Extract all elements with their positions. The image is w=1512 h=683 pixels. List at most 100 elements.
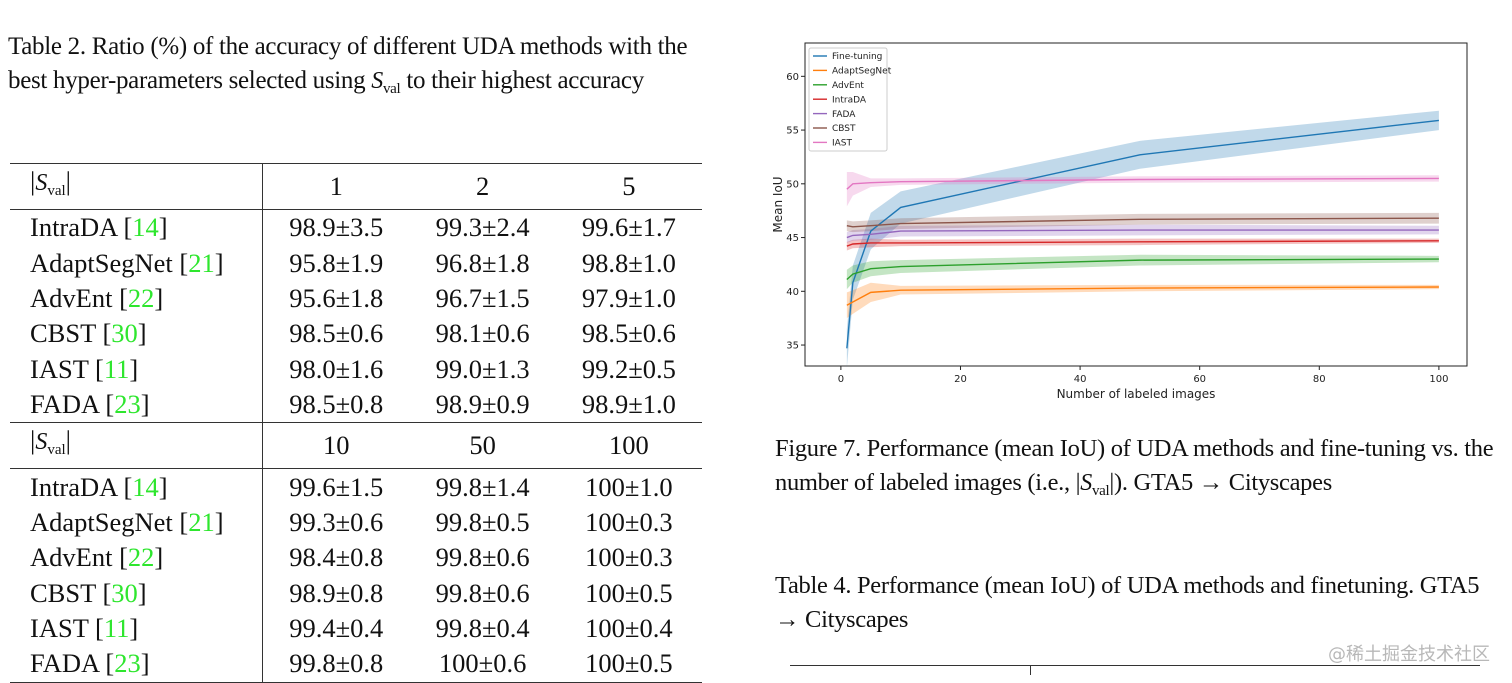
ratio-cell: 99.8±0.5: [435, 506, 530, 537]
ratio-cell: 99.8±0.4: [435, 613, 530, 644]
ratio-cell: 98.9±3.5: [289, 212, 384, 243]
legend-label: AdaptSegNet: [832, 67, 892, 77]
y-tick-label: 35: [786, 341, 799, 352]
table-row: AdvEnt [22] 98.4±0.8 99.8±0.6 100±0.3: [10, 540, 702, 576]
x-tick-label: 80: [1313, 374, 1326, 385]
ratio-cell: 99.0±1.3: [435, 353, 530, 384]
ratio-cell: 98.8±1.0: [581, 247, 676, 278]
y-tick-label: 50: [786, 179, 799, 190]
citation-link[interactable]: 30: [111, 577, 138, 608]
y-tick-label: 55: [786, 126, 799, 137]
citation-link[interactable]: 21: [188, 506, 215, 537]
ratio-cell: 95.6±1.8: [289, 282, 384, 313]
method-name: CBST [30]: [10, 575, 263, 611]
column-header: 50: [409, 422, 556, 470]
column-header: 100: [555, 422, 702, 470]
method-name: AdaptSegNet [21]: [10, 504, 263, 541]
citation-link[interactable]: 21: [188, 247, 215, 278]
ratio-cell: 98.0±1.6: [289, 353, 384, 384]
table2-caption: Table 2. Ratio (%) of the accuracy of di…: [8, 33, 688, 97]
legend-label: FADA: [832, 110, 856, 120]
citation-link[interactable]: 14: [132, 212, 159, 243]
table-row: IntraDA [14] 98.9±3.5 99.3±2.4 99.6±1.7: [10, 209, 702, 246]
x-tick-label: 100: [1429, 374, 1448, 385]
legend-label: CBST: [832, 124, 856, 134]
ratio-cell: 98.5±0.8: [289, 389, 384, 420]
citation-link[interactable]: 22: [127, 542, 155, 573]
method-name: IAST [11]: [10, 351, 263, 387]
confidence-band-fine-tuning: [846, 110, 1439, 368]
citation-link[interactable]: 22: [127, 282, 155, 313]
ratio-cell: 99.2±0.5: [581, 353, 676, 384]
method-name: AdaptSegNet [21]: [10, 245, 263, 281]
x-tick-label: 0: [838, 374, 844, 385]
watermark: @稀土掘金技术社区: [1328, 644, 1490, 665]
ratio-cell: 99.8±0.6: [435, 577, 530, 608]
method-name: AdvEnt [22]: [10, 280, 263, 317]
s-val-symbol: Sval: [371, 67, 401, 97]
series-line-adaptsegnet: [846, 286, 1439, 306]
series-line-advent: [846, 258, 1439, 280]
method-name: IAST [11]: [10, 610, 263, 647]
x-tick-label: 60: [1193, 374, 1206, 385]
citation-link[interactable]: 11: [103, 353, 130, 384]
series-line-iast: [846, 177, 1439, 190]
legend-label: IntraDA: [832, 95, 867, 105]
ratio-cell: 99.4±0.4: [289, 613, 384, 644]
series-line-fine-tuning: [846, 119, 1439, 349]
legend-label: IAST: [832, 139, 853, 149]
ratio-cell: 98.9±0.8: [289, 577, 384, 608]
table4-top-rule: [790, 665, 1480, 666]
table-row: CBST [30] 98.5±0.6 98.1±0.6 98.5±0.6: [10, 316, 702, 352]
confidence-band-fada: [846, 224, 1439, 243]
y-tick-label: 45: [786, 233, 799, 244]
column-header: 2: [409, 163, 556, 210]
column-header: 5: [555, 163, 702, 210]
citation-link[interactable]: 14: [132, 471, 159, 502]
ratio-cell: 100±0.3: [585, 506, 673, 537]
y-tick-label: 60: [786, 72, 799, 83]
ratio-cell: 99.6±1.5: [289, 471, 384, 502]
series-line-intrada: [846, 240, 1439, 247]
s-val-header: |Sval|: [10, 422, 263, 470]
figure7-caption: Figure 7. Performance (mean IoU) of UDA …: [775, 435, 1494, 499]
ratio-cell: 98.5±0.6: [289, 318, 384, 349]
y-axis-label: Mean IoU: [771, 176, 785, 232]
table-row: IntraDA [14] 99.6±1.5 99.8±1.4 100±1.0: [10, 468, 702, 505]
method-name: FADA [23]: [10, 386, 263, 423]
table4-column-divider: [1030, 665, 1031, 675]
table-row: AdvEnt [22] 95.6±1.8 96.7±1.5 97.9±1.0: [10, 280, 702, 317]
ratio-cell: 99.8±1.4: [435, 471, 530, 502]
ratio-cell: 100±0.5: [585, 577, 673, 608]
table-row: AdaptSegNet [21] 99.3±0.6 99.8±0.5 100±0.3: [10, 504, 702, 541]
table-header-row: |Sval| 10 50 100: [10, 422, 702, 470]
x-tick-label: 40: [1074, 374, 1087, 385]
ratio-cell: 99.6±1.7: [581, 212, 676, 243]
table-row: IAST [11] 99.4±0.4 99.8±0.4 100±0.4: [10, 610, 702, 647]
ratio-cell: 100±0.3: [585, 542, 673, 573]
table-row: FADA [23] 98.5±0.8 98.9±0.9 98.9±1.0: [10, 386, 702, 423]
citation-link[interactable]: 11: [103, 613, 130, 644]
method-name: IntraDA [14]: [10, 209, 263, 246]
table-header-row: |Sval| 1 2 5: [10, 163, 702, 210]
ratio-cell: 96.7±1.5: [435, 282, 530, 313]
legend-label: Fine-tuning: [832, 52, 882, 62]
ratio-cell: 98.1±0.6: [435, 318, 530, 349]
table-row: CBST [30] 98.9±0.8 99.8±0.6 100±0.5: [10, 575, 702, 611]
column-header: 10: [262, 422, 410, 470]
legend-label: AdvEnt: [832, 81, 864, 91]
citation-link[interactable]: 30: [111, 318, 138, 349]
ratio-cell: 95.8±1.9: [289, 247, 384, 278]
table-row: AdaptSegNet [21] 95.8±1.9 96.8±1.8 98.8±1.0: [10, 245, 702, 281]
s-val-header: |Sval|: [10, 163, 263, 210]
x-axis-label: Number of labeled images: [1057, 387, 1216, 401]
x-tick-label: 20: [954, 374, 967, 385]
ratio-cell: 96.8±1.8: [435, 247, 530, 278]
ratio-cell: 100±1.0: [585, 471, 673, 502]
citation-link[interactable]: 23: [114, 389, 141, 420]
ratio-cell: 98.9±1.0: [581, 389, 676, 420]
method-name: CBST [30]: [10, 316, 263, 352]
legend: [808, 47, 888, 152]
ratio-cell: 98.4±0.8: [289, 542, 384, 573]
